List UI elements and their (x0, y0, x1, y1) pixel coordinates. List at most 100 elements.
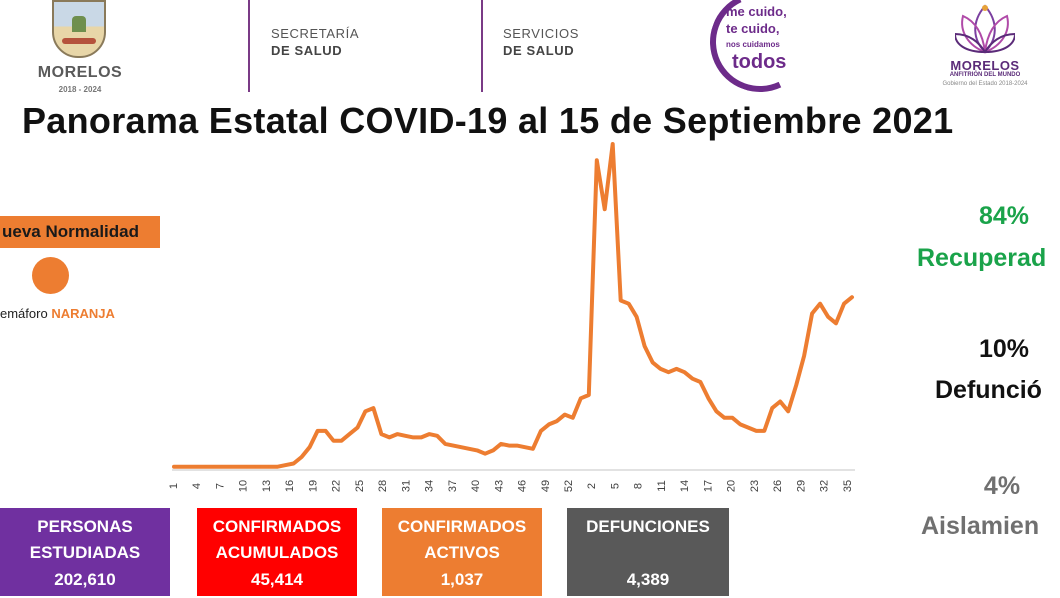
secretaria-de-salud: SECRETARÍA DE SALUD (271, 25, 359, 59)
header-divider (248, 0, 250, 92)
data-point (507, 444, 511, 448)
data-point (491, 448, 495, 452)
box-confirmados-activos: CONFIRMADOS ACTIVOS 1,037 (382, 508, 542, 596)
data-point (348, 432, 351, 436)
data-point (706, 396, 710, 400)
data-point (379, 432, 383, 436)
data-point (483, 452, 487, 456)
data-point (395, 432, 399, 436)
data-point (523, 445, 527, 449)
data-point (802, 354, 806, 358)
data-point (276, 465, 280, 469)
data-point (443, 442, 447, 446)
data-point (818, 302, 822, 306)
box-label: PERSONAS ESTUDIADAS (0, 508, 170, 566)
x-tick-label: 49 (540, 480, 552, 492)
data-point (236, 465, 240, 469)
x-tick-label: 34 (424, 480, 436, 492)
x-tick-label: 43 (493, 480, 505, 492)
data-point (587, 393, 591, 397)
data-point (754, 429, 758, 433)
x-tick-label: 13 (261, 480, 273, 492)
campaign-logo: me cuido, te cuido, nos cuidamos todos (695, 0, 825, 107)
box-label-line1: PERSONAS (37, 517, 133, 536)
state-logo-name: MORELOS (37, 64, 123, 81)
servicios-line2: DE SALUD (503, 43, 575, 58)
semaforo-text: emáforo NARANJA (0, 306, 115, 321)
data-point (810, 312, 814, 315)
campaign-line1: me cuido, (726, 4, 787, 19)
x-tick-label: 14 (679, 480, 691, 492)
x-tick-label: 29 (795, 480, 807, 492)
data-point (770, 406, 774, 410)
data-point (475, 448, 479, 452)
servicios-line1: SERVICIOS (503, 26, 579, 41)
x-tick-label: 37 (447, 480, 459, 492)
x-tick-label: 7 (214, 483, 226, 489)
x-tick-label: 17 (703, 480, 715, 492)
data-point (284, 463, 288, 467)
data-point (850, 295, 854, 299)
servicios-de-salud: SERVICIOS DE SALUD (503, 25, 579, 59)
x-axis-ticks: 1 4 7 10 13 16 19 22 25 28 31 34 37 40 43 46 49 52 2 5 8 11 14… (168, 480, 854, 492)
data-point (563, 413, 567, 417)
box-label-line1: CONFIRMADOS (397, 517, 527, 536)
data-point (539, 429, 543, 433)
data-point (555, 419, 559, 423)
x-tick-label: 35 (842, 480, 854, 492)
data-point (611, 142, 615, 146)
box-label-line1: CONFIRMADOS (212, 517, 342, 536)
data-point (698, 380, 702, 384)
data-point (308, 445, 312, 449)
x-tick-label: 2 (586, 483, 598, 489)
x-tick-label: 31 (400, 480, 412, 492)
gov-logo-tagline: ANFITRIÓN DEL MUNDO (949, 72, 1021, 78)
data-point (188, 465, 192, 469)
data-point (746, 426, 750, 430)
data-point (387, 435, 391, 439)
government-logo: MORELOS ANFITRIÓN DEL MUNDO Gobierno del… (935, 0, 1035, 96)
data-point (643, 344, 647, 348)
x-tick-label: 28 (377, 480, 389, 492)
data-point (730, 416, 734, 420)
box-value: 1,037 (440, 570, 484, 589)
data-point (459, 445, 463, 449)
data-point (683, 370, 686, 374)
x-tick-label: 40 (470, 480, 482, 492)
data-point (252, 465, 256, 469)
x-tick-label: 19 (307, 480, 319, 492)
box-personas-estudiadas: PERSONAS ESTUDIADAS 202,610 (0, 508, 170, 596)
data-point (228, 465, 232, 469)
data-point (371, 406, 375, 410)
data-point (419, 435, 423, 439)
data-point (722, 416, 726, 420)
gov-logo-name: MORELOS (950, 58, 1020, 73)
data-point (340, 439, 343, 443)
x-tick-label: 46 (517, 480, 529, 492)
data-point (451, 444, 455, 448)
data-point (635, 315, 639, 319)
data-point (531, 447, 535, 451)
data-point (842, 302, 846, 306)
data-point (363, 409, 367, 413)
semaforo-light-icon (32, 257, 69, 294)
x-tick-label: 8 (633, 483, 645, 489)
campaign-line3: nos cuidamos (726, 40, 780, 49)
lotus-flower-icon (955, 4, 1015, 54)
data-point (762, 429, 766, 433)
data-point (691, 377, 694, 381)
data-point (300, 455, 304, 459)
secretaria-line2: DE SALUD (271, 43, 343, 58)
box-label-line2: ESTUDIADAS (29, 543, 141, 562)
data-point (292, 462, 296, 465)
header-divider (481, 0, 483, 92)
x-tick-label: 26 (772, 480, 784, 492)
data-point (515, 444, 519, 448)
series-points (172, 142, 854, 469)
x-tick-label: 10 (238, 480, 250, 492)
data-point (403, 434, 407, 438)
data-point (467, 447, 471, 451)
x-tick-label: 32 (819, 480, 831, 492)
box-value: 45,414 (251, 570, 303, 589)
data-point (826, 315, 830, 319)
